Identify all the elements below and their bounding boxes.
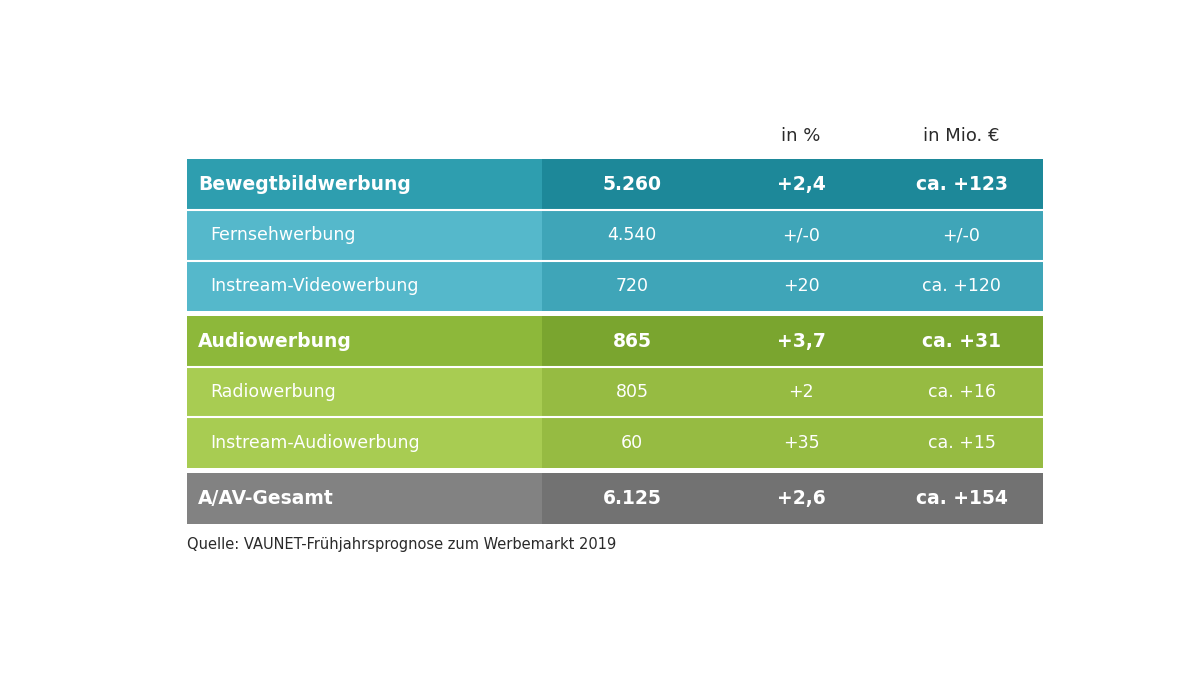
Bar — [542, 210, 722, 261]
Bar — [187, 473, 542, 524]
Bar — [722, 316, 881, 367]
Text: 720: 720 — [616, 277, 649, 295]
Bar — [881, 160, 1043, 210]
Text: Audiowerbung: Audiowerbung — [198, 332, 353, 351]
Text: Bewegtbildwerbung: Bewegtbildwerbung — [198, 175, 412, 194]
Bar — [722, 367, 881, 418]
Text: +2,4: +2,4 — [776, 175, 826, 194]
Bar — [542, 367, 722, 418]
Text: in %: in % — [781, 127, 821, 145]
Text: +2: +2 — [788, 383, 814, 401]
Bar — [881, 316, 1043, 367]
Text: ca. +31: ca. +31 — [922, 332, 1001, 351]
Bar — [187, 418, 542, 468]
Bar — [187, 210, 542, 261]
Bar — [722, 473, 881, 524]
Text: ca. +123: ca. +123 — [916, 175, 1008, 194]
Text: ca. +15: ca. +15 — [928, 434, 996, 452]
Bar — [187, 160, 542, 210]
Bar — [722, 210, 881, 261]
Text: Radiowerbung: Radiowerbung — [210, 383, 336, 401]
Text: 4.540: 4.540 — [607, 226, 656, 244]
Text: ca. +16: ca. +16 — [928, 383, 996, 401]
Text: +3,7: +3,7 — [776, 332, 826, 351]
Bar — [187, 316, 542, 367]
Text: ca. +120: ca. +120 — [922, 277, 1001, 295]
Text: +/-0: +/-0 — [782, 226, 820, 244]
Bar — [542, 261, 722, 311]
Bar — [542, 473, 722, 524]
Text: +2,6: +2,6 — [776, 489, 826, 508]
Bar — [881, 261, 1043, 311]
Text: 865: 865 — [613, 332, 652, 351]
Text: in Mio. €: in Mio. € — [923, 127, 1000, 145]
Text: A/AV-Gesamt: A/AV-Gesamt — [198, 489, 334, 508]
Text: Instream-Videowerbung: Instream-Videowerbung — [210, 277, 419, 295]
Bar — [187, 261, 542, 311]
Text: Fernsehwerbung: Fernsehwerbung — [210, 226, 356, 244]
Bar — [881, 210, 1043, 261]
Text: 60: 60 — [622, 434, 643, 452]
Text: +/-0: +/-0 — [942, 226, 980, 244]
Bar — [542, 160, 722, 210]
Text: Quelle: VAUNET-Frühjahrsprognose zum Werbemarkt 2019: Quelle: VAUNET-Frühjahrsprognose zum Wer… — [187, 537, 617, 552]
Bar — [722, 160, 881, 210]
Text: 805: 805 — [616, 383, 649, 401]
Text: +35: +35 — [782, 434, 820, 452]
Text: ca. +154: ca. +154 — [916, 489, 1008, 508]
Bar — [542, 418, 722, 468]
Text: Instream-Audiowerbung: Instream-Audiowerbung — [210, 434, 420, 452]
Text: +20: +20 — [782, 277, 820, 295]
Bar — [722, 261, 881, 311]
Bar — [881, 367, 1043, 418]
Bar — [542, 316, 722, 367]
Bar — [881, 473, 1043, 524]
Text: 5.260: 5.260 — [602, 175, 661, 194]
Bar — [881, 418, 1043, 468]
Bar — [187, 367, 542, 418]
Bar — [722, 418, 881, 468]
Text: 6.125: 6.125 — [602, 489, 661, 508]
